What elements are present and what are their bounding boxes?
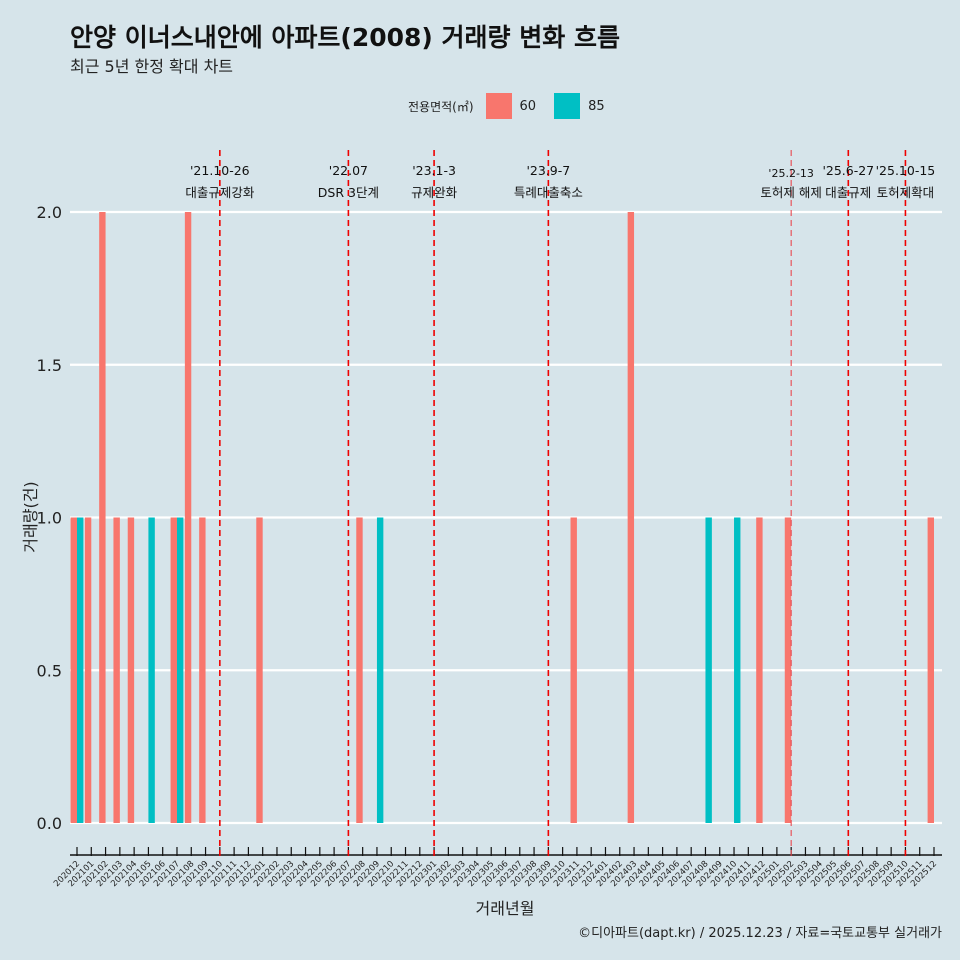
bar-85-202209	[376, 517, 384, 823]
legend-swatch-60	[485, 93, 512, 119]
event-date: '22.07	[329, 163, 368, 178]
bar-60-202104	[127, 517, 135, 823]
y-tick-label: 1.5	[37, 356, 62, 375]
x-axis-title: 거래년월	[476, 899, 535, 918]
chart-title: 안양 이너스내안에 아파트(2008) 거래량 변화 흐름	[70, 23, 620, 52]
bar-60-202208	[356, 517, 363, 823]
event-date: '21.10-26	[190, 163, 250, 178]
event-label: 규제완화	[411, 185, 458, 200]
bar-85-202012	[77, 517, 84, 823]
bar-60-202107	[170, 517, 177, 823]
legend-title: 전용면적(㎡)	[408, 99, 474, 114]
legend-swatch-85	[554, 93, 581, 119]
chart-subtitle: 최근 5년 한정 확대 차트	[70, 57, 234, 76]
bar-85-202107	[176, 517, 184, 823]
bar-60-202201	[256, 517, 263, 823]
bar-60-202109	[199, 517, 206, 823]
bar-85-202408	[705, 517, 712, 823]
legend-label-85: 85	[588, 98, 605, 114]
event-label: 토허제확대	[877, 185, 935, 200]
event-label: 토허제 해제	[760, 185, 821, 200]
bar-60-202012	[70, 517, 77, 823]
caption: ©디아파트(dapt.kr) / 2025.12.23 / 자료=국토교통부 실…	[578, 926, 942, 941]
legend: 전용면적(㎡) 60 85	[408, 93, 605, 119]
bar-60-202311	[570, 517, 577, 823]
bar-60-202108	[184, 212, 192, 823]
y-tick-label: 1.0	[37, 509, 62, 528]
bar-85-202105	[148, 517, 155, 823]
event-date: '25.10-15	[876, 163, 936, 178]
bar-60-202103	[113, 517, 120, 823]
event-label: 대출규제강화	[185, 185, 255, 200]
event-date: '23.9-7	[526, 163, 570, 178]
bar-60-202502	[784, 517, 792, 823]
bar-85-202410	[734, 517, 741, 823]
bar-60-202102	[99, 212, 106, 823]
event-label: 특례대출축소	[514, 185, 583, 200]
bar-60-202101	[84, 517, 92, 823]
event-date: '23.1-3	[412, 163, 456, 178]
legend-label-60: 60	[519, 98, 537, 114]
bar-60-202403	[627, 212, 635, 823]
y-axis-title: 거래량(건)	[21, 481, 40, 552]
y-tick-label: 2.0	[37, 203, 62, 222]
event-date: '25.2-13	[768, 167, 813, 180]
event-label: 대출규제	[825, 185, 871, 200]
event-date: '25.6-27	[822, 163, 874, 178]
bar-60-202512	[927, 517, 934, 823]
y-tick-label: 0.0	[37, 814, 62, 833]
bar-60-202412	[756, 517, 763, 823]
y-tick-label: 0.5	[37, 661, 62, 680]
event-label: DSR 3단계	[318, 185, 379, 200]
